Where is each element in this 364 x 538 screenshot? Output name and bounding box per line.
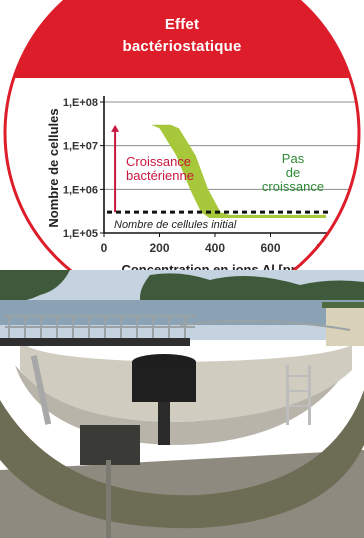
control-box <box>80 425 140 465</box>
x-tick-label: 200 <box>149 241 169 255</box>
x-axis-title: Concentration en ions Al [ppm] <box>121 262 314 270</box>
railing-bar <box>5 315 195 317</box>
chart-title-line-1: Effet <box>164 16 200 33</box>
bridge-walkway <box>0 338 190 346</box>
building-roof <box>322 302 364 308</box>
band-area <box>131 124 326 218</box>
chart-svg: 1,E+051,E+061,E+071,E+080 200 400 600 800 Cr… <box>3 0 361 270</box>
x-tick-label: 400 <box>205 241 225 255</box>
initial-cells-label: Nombre de cellules initial <box>114 219 237 231</box>
dash-mark <box>34 39 46 41</box>
x-tick-label: 600 <box>260 241 280 255</box>
no-growth-label-line: Pas <box>282 151 305 166</box>
y-tick-label: 1,E+07 <box>63 141 98 153</box>
ladder <box>286 365 311 425</box>
y-tick-label: 1,E+05 <box>63 228 98 240</box>
no-growth-label-line: croissance <box>262 179 324 194</box>
title-banner <box>5 0 359 78</box>
circle-border <box>3 0 361 270</box>
chart-title-line-2: bactériostatique <box>122 38 242 55</box>
control-post <box>106 460 111 538</box>
center-drum <box>132 362 196 402</box>
y-tick-label: 1,E+06 <box>63 184 98 196</box>
y-axis-title: Nombre de cellules <box>46 108 61 227</box>
y-tick-label: 1,E+08 <box>63 97 98 109</box>
center-column <box>158 400 170 445</box>
tank-outer-wall <box>0 390 364 529</box>
no-growth-label-line: de <box>286 165 300 180</box>
tank-photo <box>0 270 364 538</box>
building <box>326 306 364 346</box>
plot-background <box>5 78 359 270</box>
railing-bar <box>179 320 351 331</box>
growth-label-line: Croissance <box>126 154 191 169</box>
growth-arrow-head <box>111 124 120 132</box>
railing <box>5 315 351 339</box>
photo-svg <box>0 270 364 538</box>
x-tick-label: 0 <box>101 241 108 255</box>
growth-label-line: bactérienne <box>126 168 194 183</box>
distant-hills <box>0 300 364 325</box>
left-ladder <box>30 355 52 425</box>
railing-bar <box>5 326 195 328</box>
chart-figure: 1,E+05 1,E+06 1,E+07 1,E+08 0 200 400 600 800 Cr… <box>3 0 361 270</box>
